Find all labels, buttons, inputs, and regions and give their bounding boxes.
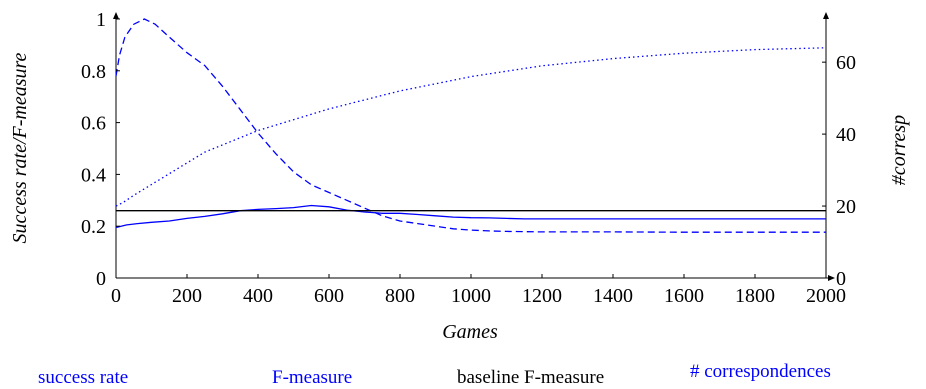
right-y-axis-arrow bbox=[823, 12, 829, 19]
left-y-axis-ticks: 0 0.2 0.4 0.6 0.8 1 bbox=[81, 9, 120, 290]
right-y-tick-label: 20 bbox=[836, 196, 856, 218]
x-tick-label: 0 bbox=[111, 285, 121, 307]
left-y-tick-label: 0.6 bbox=[81, 113, 106, 135]
legend-f-measure: F-measure bbox=[272, 367, 352, 388]
left-y-tick-label: 0.2 bbox=[81, 216, 106, 238]
right-y-axis-ticks: 0 20 40 60 bbox=[822, 52, 856, 290]
left-y-tick-label: 1 bbox=[96, 9, 106, 31]
success-rate-line bbox=[115, 204, 826, 229]
x-tick-label: 1800 bbox=[735, 285, 775, 307]
right-y-axis-label: #corresp bbox=[888, 115, 910, 185]
right-y-tick-label: 0 bbox=[836, 268, 846, 290]
x-tick-label: 1200 bbox=[522, 285, 562, 307]
left-y-tick-label: 0.8 bbox=[81, 61, 106, 83]
plot-series bbox=[115, 18, 827, 233]
x-axis-ticks: 0 200 400 600 800 1000 1200 1400 1600 1800 2000 bbox=[111, 274, 846, 307]
legend-baseline-f-measure: baseline F-measure bbox=[457, 367, 604, 388]
x-tick-label: 1400 bbox=[593, 285, 633, 307]
legend: success rate F-measure baseline F-measur… bbox=[38, 361, 831, 388]
left-y-axis-arrow bbox=[113, 12, 119, 19]
x-tick-label: 600 bbox=[314, 285, 344, 307]
correspondences-line bbox=[115, 47, 827, 207]
right-y-tick-label: 40 bbox=[836, 124, 856, 146]
x-tick-label: 1600 bbox=[664, 285, 704, 307]
legend-success-rate: success rate bbox=[38, 367, 128, 388]
right-y-tick-label: 60 bbox=[836, 52, 856, 74]
left-y-tick-label: 0.4 bbox=[81, 164, 106, 186]
x-tick-label: 800 bbox=[385, 285, 415, 307]
x-tick-label: 400 bbox=[243, 285, 273, 307]
x-axis-arrow bbox=[828, 275, 835, 281]
f-measure-line bbox=[115, 18, 826, 233]
left-y-axis-label: Success rate/F-measure bbox=[9, 52, 31, 243]
x-tick-label: 2000 bbox=[806, 285, 846, 307]
x-tick-label: 1000 bbox=[451, 285, 491, 307]
x-tick-label: 200 bbox=[172, 285, 202, 307]
x-axis-label: Games bbox=[442, 321, 498, 343]
left-y-tick-label: 0 bbox=[96, 268, 106, 290]
plot-axes bbox=[113, 12, 835, 281]
legend-correspondences: # correspondences bbox=[690, 361, 831, 382]
